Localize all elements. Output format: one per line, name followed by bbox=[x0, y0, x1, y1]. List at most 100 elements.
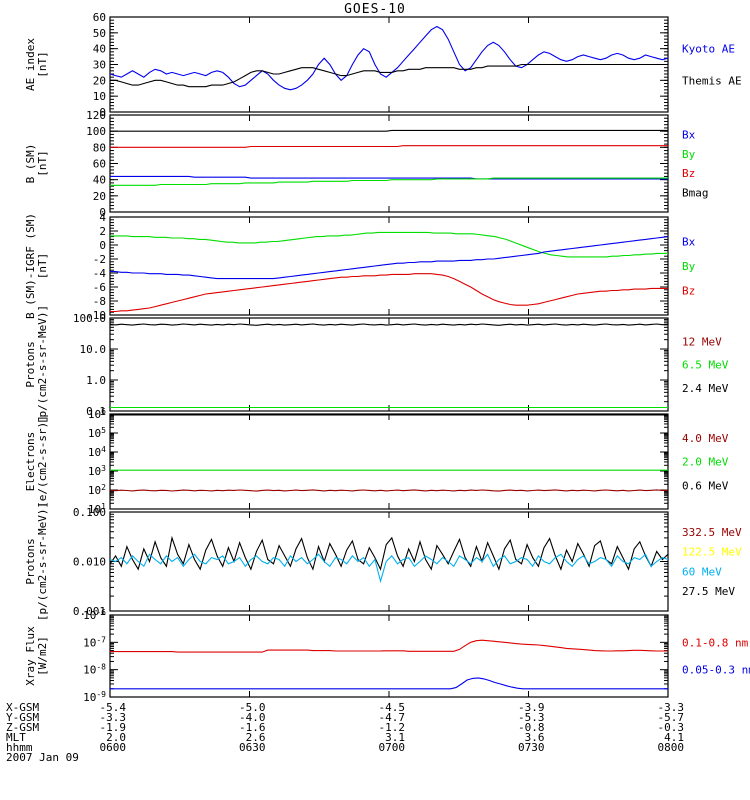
ytick-label: 106 bbox=[88, 407, 106, 421]
xaxis-tick-value: -1.6 bbox=[239, 721, 266, 734]
y-axis-label: AE index bbox=[24, 38, 37, 91]
ytick-label: 10 bbox=[93, 90, 106, 103]
ytick-label: 10-7 bbox=[83, 635, 106, 649]
legend-label-bx: Bx bbox=[682, 236, 696, 249]
ytick-label: 0.001 bbox=[73, 605, 106, 618]
ytick-label: 20 bbox=[93, 74, 106, 87]
ytick-label: 0.100 bbox=[73, 506, 106, 519]
ytick-label: 100.0 bbox=[73, 312, 106, 325]
legend-label-0-05-0-3-nm: 0.05-0.3 nm bbox=[682, 664, 750, 677]
ytick-label: 104 bbox=[88, 445, 106, 459]
ytick-label: 50 bbox=[93, 27, 106, 40]
xaxis-row-label: Y-GSM bbox=[6, 711, 39, 724]
series-line bbox=[109, 489, 669, 492]
ytick-label: -6 bbox=[93, 281, 106, 294]
ytick-label: -10 bbox=[86, 309, 106, 322]
legend-label-kyoto-ae: Kyoto AE bbox=[682, 43, 735, 56]
xaxis-tick-value: 0600 bbox=[100, 741, 127, 754]
series-line bbox=[110, 677, 668, 690]
xaxis-tick-value: 0630 bbox=[239, 741, 266, 754]
ytick-label: 2 bbox=[99, 225, 106, 238]
legend-label-60-mev: 60 MeV bbox=[682, 565, 722, 578]
series-line bbox=[110, 175, 668, 180]
ytick-label: 4 bbox=[99, 211, 106, 224]
ytick-label: 1.0 bbox=[86, 374, 106, 387]
page-title: GOES-10 bbox=[344, 2, 406, 17]
xaxis-tick-value: 3.6 bbox=[525, 731, 545, 744]
ytick-label: 0.010 bbox=[73, 556, 106, 569]
panel-frame-3 bbox=[109, 216, 669, 316]
ytick-label: 120 bbox=[86, 109, 106, 122]
xaxis-tick-value: 2.6 bbox=[246, 731, 266, 744]
ytick-label: 0.1 bbox=[86, 405, 106, 418]
y-axis-label: [nT] bbox=[36, 51, 49, 78]
xaxis-tick-value: -5.7 bbox=[658, 711, 685, 724]
xaxis-tick-value: 0800 bbox=[658, 741, 685, 754]
xaxis-row-label: X-GSM bbox=[6, 701, 39, 714]
panel-frame-5 bbox=[109, 413, 669, 510]
xaxis-tick-value: 4.1 bbox=[664, 731, 684, 744]
xaxis-tick-value: -4.7 bbox=[379, 711, 406, 724]
y-axis-label: Protons bbox=[24, 341, 37, 387]
y-axis-label: Electrons bbox=[24, 432, 37, 492]
legend-label-themis-ae: Themis AE bbox=[682, 74, 742, 87]
series-line bbox=[110, 639, 668, 653]
xaxis-tick-value: -4.0 bbox=[239, 711, 266, 724]
legend-label-bz: Bz bbox=[682, 285, 695, 298]
panel-frame-7 bbox=[109, 614, 669, 698]
y-axis-label: [W/m2] bbox=[36, 636, 49, 676]
legend-label-by: By bbox=[682, 260, 696, 273]
series-line bbox=[109, 323, 669, 326]
y-axis-label: [nT] bbox=[36, 150, 49, 177]
xaxis-tick-value: -3.3 bbox=[100, 711, 127, 724]
ytick-label: 0 bbox=[99, 239, 106, 252]
ytick-label: 10-6 bbox=[83, 608, 106, 622]
ytick-label: 40 bbox=[93, 174, 106, 187]
series-line bbox=[109, 553, 669, 584]
y-axis-label: [p/(cm2-s-sr-MeV)] bbox=[36, 502, 49, 621]
xaxis-row-label: MLT bbox=[6, 731, 26, 744]
ytick-label: 80 bbox=[93, 141, 106, 154]
xaxis-tick-value: -5.4 bbox=[100, 701, 127, 714]
legend-label-0-1-0-8-nm: 0.1-0.8 nm bbox=[682, 636, 749, 649]
xaxis-tick-value: 2.0 bbox=[106, 731, 126, 744]
series-line bbox=[109, 25, 669, 91]
y-axis-label: Xray Flux bbox=[24, 626, 37, 686]
legend-label-6-5-mev: 6.5 MeV bbox=[682, 359, 729, 372]
legend-label-4-0-mev: 4.0 MeV bbox=[682, 432, 729, 445]
ytick-label: 10-9 bbox=[83, 690, 106, 704]
xaxis-tick-value: -5.0 bbox=[239, 701, 266, 714]
legend-label-bmag: Bmag bbox=[682, 187, 709, 200]
series-line bbox=[110, 145, 668, 148]
ytick-label: -8 bbox=[93, 295, 106, 308]
ytick-label: 0 bbox=[99, 206, 106, 219]
panel-frame-4 bbox=[109, 317, 669, 412]
ytick-label: -2 bbox=[93, 253, 106, 266]
series-line bbox=[110, 273, 668, 313]
xaxis-tick-value: -3.3 bbox=[658, 701, 685, 714]
xaxis-row-label: hhmm bbox=[6, 741, 33, 754]
xaxis-tick-value: -3.9 bbox=[518, 701, 545, 714]
ytick-label: 60 bbox=[93, 158, 106, 171]
xaxis-tick-value: -4.5 bbox=[379, 701, 406, 714]
legend-label-by: By bbox=[682, 148, 696, 161]
xaxis-tick-value: 0700 bbox=[379, 741, 406, 754]
ytick-label: 10.0 bbox=[80, 343, 107, 356]
ytick-label: 30 bbox=[93, 59, 106, 72]
ytick-label: 100 bbox=[86, 125, 106, 138]
panel-frame-6 bbox=[109, 511, 669, 612]
legend-label-2-0-mev: 2.0 MeV bbox=[682, 456, 729, 469]
ytick-label: 102 bbox=[88, 483, 106, 497]
y-axis-label: B (SM) bbox=[24, 144, 37, 184]
legend-label-bx: Bx bbox=[682, 128, 696, 141]
date-label: 2007 Jan 09 bbox=[6, 751, 79, 764]
xaxis-tick-value: -1.2 bbox=[379, 721, 406, 734]
ytick-label: 60 bbox=[93, 11, 106, 24]
series-line bbox=[110, 177, 668, 186]
y-axis-label: B (SM)-IGRF (SM) bbox=[24, 213, 37, 319]
xaxis-tick-value: -5.3 bbox=[518, 711, 545, 724]
y-axis-label: [p/(cm2-s-sr-MeV)] bbox=[36, 305, 49, 424]
ytick-label: -4 bbox=[93, 267, 107, 280]
